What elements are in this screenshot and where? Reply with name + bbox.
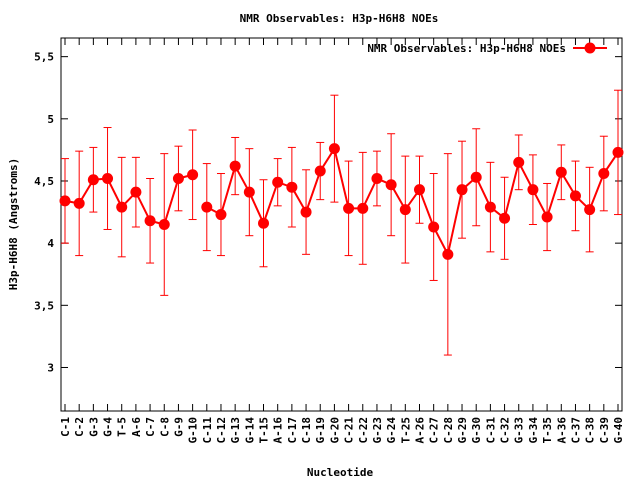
data-point: [399, 204, 411, 216]
x-tick-label: G-33: [513, 417, 526, 444]
x-tick-label: A-26: [413, 417, 426, 444]
x-tick-label: C-12: [215, 417, 228, 444]
data-point: [442, 248, 454, 260]
data-point: [612, 146, 624, 158]
x-tick-label: A-36: [555, 417, 568, 444]
data-point: [59, 195, 71, 207]
x-tick-label: T-25: [399, 417, 412, 444]
data-point: [484, 201, 496, 213]
y-tick-label: 3,5: [34, 299, 54, 312]
chart-title: NMR Observables: H3p-H6H8 NOEs: [240, 12, 439, 25]
x-tick-label: C-22: [357, 417, 370, 444]
x-tick-label: G-10: [187, 417, 200, 444]
x-tick-label: A-16: [272, 417, 285, 444]
y-tick-label: 4: [47, 237, 54, 250]
x-tick-label: G-23: [371, 417, 384, 444]
x-tick-label: G-9: [172, 417, 185, 437]
x-tick-label: C-32: [499, 417, 512, 444]
data-point: [87, 174, 99, 186]
x-axis-label: Nucleotide: [307, 466, 374, 479]
data-point: [73, 197, 85, 209]
data-point: [598, 168, 610, 180]
x-tick-label: C-31: [484, 417, 497, 444]
data-point: [357, 202, 369, 214]
data-point: [470, 171, 482, 183]
data-point: [286, 181, 298, 193]
y-tick-label: 4,5: [34, 175, 54, 188]
legend-label: NMR Observables: H3p-H6H8 NOEs: [367, 42, 566, 55]
x-tick-label: C-11: [201, 417, 214, 444]
data-point: [172, 172, 184, 184]
y-axis-label: H3p-H6H8 (Angstroms): [7, 158, 20, 290]
data-point: [229, 160, 241, 172]
x-tick-label: G-34: [527, 417, 540, 444]
x-tick-label: C-37: [569, 417, 582, 444]
plot-frame: [60, 37, 623, 412]
x-tick-label: C-38: [584, 417, 597, 444]
data-point: [456, 184, 468, 196]
data-point: [243, 186, 255, 198]
data-point: [371, 172, 383, 184]
x-tick-label: G-29: [456, 417, 469, 444]
data-point: [413, 184, 425, 196]
data-point: [343, 202, 355, 214]
x-tick-label: G-40: [612, 417, 625, 444]
x-tick-label: G-13: [229, 417, 242, 444]
data-point: [144, 215, 156, 227]
x-tick-label: C-28: [442, 417, 455, 444]
data-point: [272, 176, 284, 188]
data-point: [385, 179, 397, 191]
y-tick-label: 5: [47, 113, 54, 126]
data-point: [201, 201, 213, 213]
data-point: [541, 211, 553, 223]
x-tick-label: G-30: [470, 417, 483, 444]
x-tick-label: G-14: [243, 417, 256, 444]
x-tick-label: T-5: [116, 417, 129, 437]
data-point: [116, 201, 128, 213]
legend-marker: [584, 42, 596, 54]
x-tick-label: A-6: [130, 417, 143, 437]
data-point: [569, 190, 581, 202]
data-point: [300, 206, 312, 218]
data-point: [187, 169, 199, 181]
data-point: [130, 186, 142, 198]
x-tick-label: T-35: [541, 417, 554, 444]
x-tick-label: G-3: [87, 417, 100, 437]
data-point: [328, 143, 340, 155]
x-tick-label: C-21: [343, 417, 356, 444]
y-tick-label: 5,5: [34, 51, 54, 64]
x-tick-label: C-2: [73, 417, 86, 437]
data-point: [428, 221, 440, 233]
x-tick-label: G-24: [385, 417, 398, 444]
series-line: [64, 173, 193, 226]
data-point: [215, 209, 227, 221]
y-tick-label: 3: [47, 361, 54, 374]
x-tick-label: G-4: [102, 417, 115, 437]
data-point: [527, 184, 539, 196]
x-tick-label: C-1: [59, 417, 72, 437]
data-point: [258, 217, 270, 229]
data-point: [513, 156, 525, 168]
x-tick-label: C-8: [158, 417, 171, 437]
x-tick-label: G-20: [328, 417, 341, 444]
data-point: [314, 165, 326, 177]
x-tick-label: C-39: [598, 417, 611, 444]
x-tick-label: T-15: [258, 417, 271, 444]
data-point: [158, 219, 170, 230]
data-point: [499, 212, 511, 224]
x-tick-label: C-7: [144, 417, 157, 437]
x-tick-label: C-27: [428, 417, 441, 444]
x-tick-label: G-19: [314, 417, 327, 444]
series-line: [206, 146, 619, 258]
data-point: [584, 204, 596, 216]
legend: NMR Observables: H3p-H6H8 NOEs: [367, 42, 607, 55]
x-tick-label: C-17: [286, 417, 299, 444]
data-point: [555, 166, 567, 178]
x-tick-label: C-18: [300, 417, 313, 444]
data-point: [102, 172, 114, 184]
